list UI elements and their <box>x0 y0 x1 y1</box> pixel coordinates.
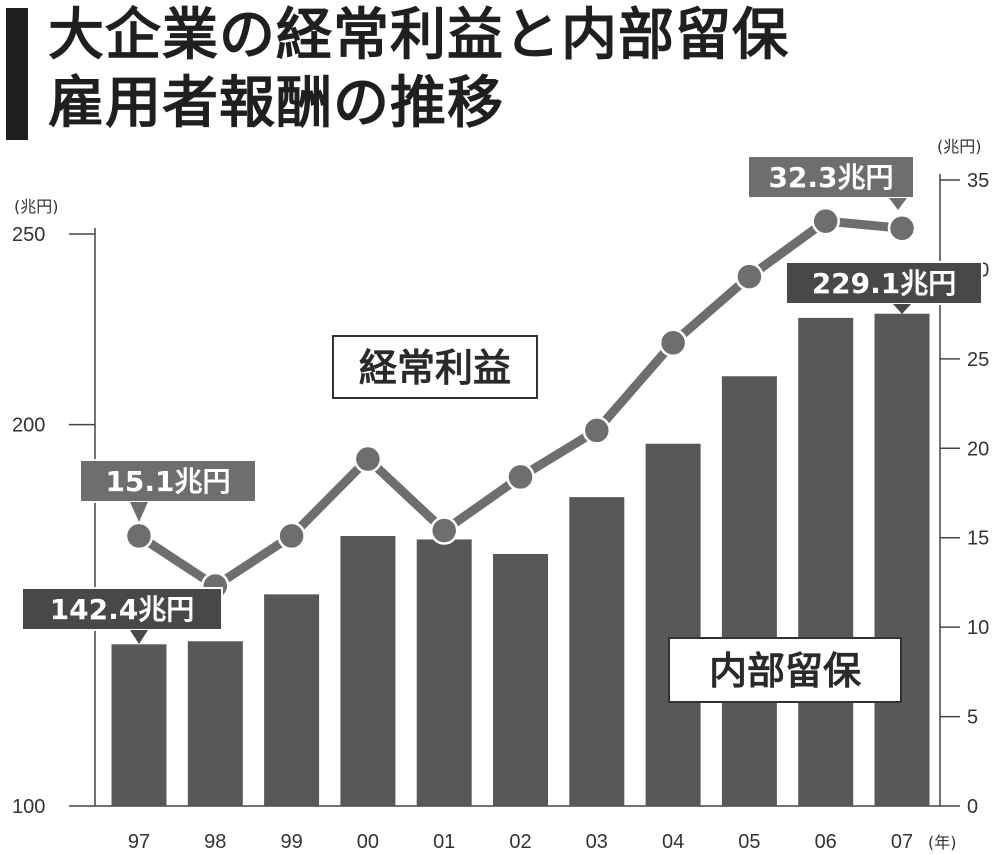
x-tick-label: 02 <box>509 831 531 853</box>
x-tick-label: 00 <box>357 831 379 853</box>
right-tick-label: 0 <box>967 796 978 818</box>
callout-text: 15.1兆円 <box>105 465 230 498</box>
callout-text: 229.1兆円 <box>812 267 957 300</box>
x-tick-label: 03 <box>586 831 608 853</box>
bar <box>111 644 167 806</box>
line-point <box>124 521 154 551</box>
chart-subtitle: 雇用者報酬の推移 <box>48 71 504 136</box>
right-tick-label: 35 <box>967 170 989 192</box>
callout-box <box>747 155 915 199</box>
x-tick-label: 97 <box>128 831 150 853</box>
right-tick-label: 10 <box>967 617 989 639</box>
right-tick-label: 15 <box>967 528 989 550</box>
bar <box>645 443 701 806</box>
series-label-text: 内部留保 <box>709 649 862 693</box>
line-point <box>277 521 306 551</box>
x-tick-label: 06 <box>815 831 837 853</box>
right-tick-label: 25 <box>967 349 989 371</box>
annotation-bar-last: 229.1兆円 <box>785 261 983 314</box>
bar <box>874 313 930 806</box>
bar <box>493 553 548 806</box>
callout-box <box>785 261 983 305</box>
line-point <box>735 262 764 291</box>
left-tick-label: 250 <box>12 224 45 246</box>
line-point <box>353 444 383 474</box>
bar <box>798 317 854 806</box>
series-label-text: 経常利益 <box>359 346 511 390</box>
right-tick-label: 5 <box>967 707 978 729</box>
line-point <box>582 416 612 445</box>
line-point <box>887 214 917 243</box>
title-accent-bar <box>6 8 28 140</box>
x-tick-label: 05 <box>738 831 760 853</box>
callout-text: 142.4兆円 <box>50 593 195 626</box>
line-point <box>429 516 459 545</box>
annotation-bar-first: 142.4兆円 <box>21 587 223 644</box>
callout-pointer <box>130 630 148 644</box>
x-axis-unit: (年) <box>928 833 957 852</box>
left-tick-label: 100 <box>12 796 45 818</box>
right-tick-label: 20 <box>967 438 989 460</box>
annotation-line-last: 32.3兆円 <box>747 155 915 210</box>
callout-text: 32.3兆円 <box>768 161 893 194</box>
x-tick-label: 04 <box>662 831 684 853</box>
line-point <box>506 462 535 492</box>
bar <box>264 594 320 806</box>
line-series-label: 経常利益 <box>332 335 538 399</box>
bar <box>187 641 243 806</box>
left-axis-unit: (兆円) <box>14 197 59 216</box>
callout-box <box>21 587 223 631</box>
left-tick-label: 200 <box>12 415 45 437</box>
series-label-box <box>332 335 538 399</box>
callout-pointer <box>893 304 911 314</box>
right-axis-unit: (兆円) <box>937 137 982 156</box>
callout-box <box>79 459 257 503</box>
chart-title: 大企業の経常利益と内部留保 <box>48 3 789 68</box>
callout-pointer <box>130 502 148 522</box>
line-point <box>811 206 840 236</box>
x-tick-label: 99 <box>280 831 302 853</box>
line-point <box>658 328 688 358</box>
bar <box>340 536 396 806</box>
bar <box>569 497 625 806</box>
callout-pointer <box>889 198 907 210</box>
bar <box>721 376 777 806</box>
bar <box>416 539 472 806</box>
bar-series-label: 内部留保 <box>668 637 902 703</box>
annotation-line-first: 15.1兆円 <box>79 459 257 522</box>
series-label-box <box>668 637 902 703</box>
x-tick-label: 07 <box>891 831 913 853</box>
x-tick-label: 01 <box>433 831 455 853</box>
x-tick-label: 98 <box>204 831 226 853</box>
